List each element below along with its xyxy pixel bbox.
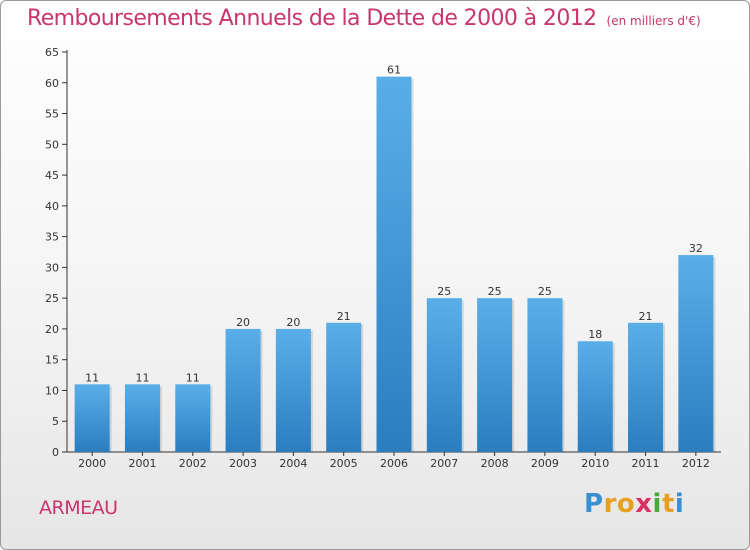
data-label-2003: 20: [236, 316, 250, 329]
data-label-2008: 25: [488, 285, 502, 298]
bar-2010: [577, 341, 613, 452]
x-tick-label-2007: 2007: [430, 457, 458, 470]
logo-letter: o: [616, 489, 636, 519]
y-tick-label: 15: [45, 354, 59, 367]
data-label-2005: 21: [337, 310, 351, 323]
logo-letter: P: [584, 489, 604, 519]
y-tick-label: 35: [45, 231, 59, 244]
x-tick-label-2011: 2011: [632, 457, 660, 470]
y-tick-label: 10: [45, 384, 59, 397]
y-tick-label: 40: [45, 200, 59, 213]
logo-letter: i: [674, 489, 685, 519]
bar-2001: [124, 384, 160, 452]
proxiti-logo: Proxiti: [584, 489, 684, 519]
bar-2000: [74, 384, 110, 452]
data-label-2012: 32: [689, 242, 703, 255]
data-label-2009: 25: [538, 285, 552, 298]
x-tick-label-2000: 2000: [78, 457, 106, 470]
x-tick-label-2005: 2005: [330, 457, 358, 470]
bar-2012: [678, 255, 714, 452]
bar-2004: [275, 328, 311, 452]
y-tick-label: 0: [52, 446, 59, 459]
logo-letter: i: [652, 489, 662, 519]
bar-2011: [628, 322, 664, 452]
y-tick-label: 55: [45, 108, 59, 121]
bar-2005: [326, 322, 362, 452]
x-tick-label-2009: 2009: [531, 457, 559, 470]
y-tick-label: 25: [45, 292, 59, 305]
data-label-2000: 11: [85, 371, 99, 384]
chart-unit: (en milliers d'€): [606, 14, 701, 28]
chart-title-text: Remboursements Annuels de la Dette de 20…: [27, 6, 597, 31]
y-tick-label: 5: [52, 415, 59, 428]
y-tick-label: 60: [45, 77, 59, 90]
logo-letter: x: [635, 489, 653, 519]
data-label-2011: 21: [639, 310, 653, 323]
x-tick-label-2012: 2012: [682, 457, 710, 470]
y-tick-label: 65: [45, 46, 59, 59]
bar-2008: [477, 298, 513, 452]
bar-2002: [175, 384, 211, 452]
x-tick-label-2004: 2004: [279, 457, 307, 470]
x-tick-label-2003: 2003: [229, 457, 257, 470]
data-label-2010: 18: [588, 328, 602, 341]
y-tick-label: 45: [45, 169, 59, 182]
x-tick-label-2002: 2002: [179, 457, 207, 470]
x-tick-label-2010: 2010: [581, 457, 609, 470]
data-label-2004: 20: [286, 316, 300, 329]
logo-letter: r: [603, 489, 617, 519]
bar-2007: [426, 298, 462, 452]
bar-2003: [225, 328, 261, 452]
data-label-2006: 61: [387, 64, 401, 77]
y-tick-label: 30: [45, 261, 59, 274]
data-label-2007: 25: [437, 285, 451, 298]
data-label-2001: 11: [135, 371, 149, 384]
x-tick-label-2006: 2006: [380, 457, 408, 470]
bar-2006: [376, 76, 412, 452]
y-tick-label: 50: [45, 138, 59, 151]
x-tick-label-2008: 2008: [481, 457, 509, 470]
chart-title: Remboursements Annuels de la Dette de 20…: [27, 6, 701, 31]
bar-2009: [527, 298, 563, 452]
data-label-2002: 11: [186, 371, 200, 384]
logo-letter: t: [661, 489, 675, 519]
y-tick-label: 20: [45, 323, 59, 336]
place-name: ARMEAU: [39, 497, 118, 519]
x-tick-label-2001: 2001: [128, 457, 156, 470]
